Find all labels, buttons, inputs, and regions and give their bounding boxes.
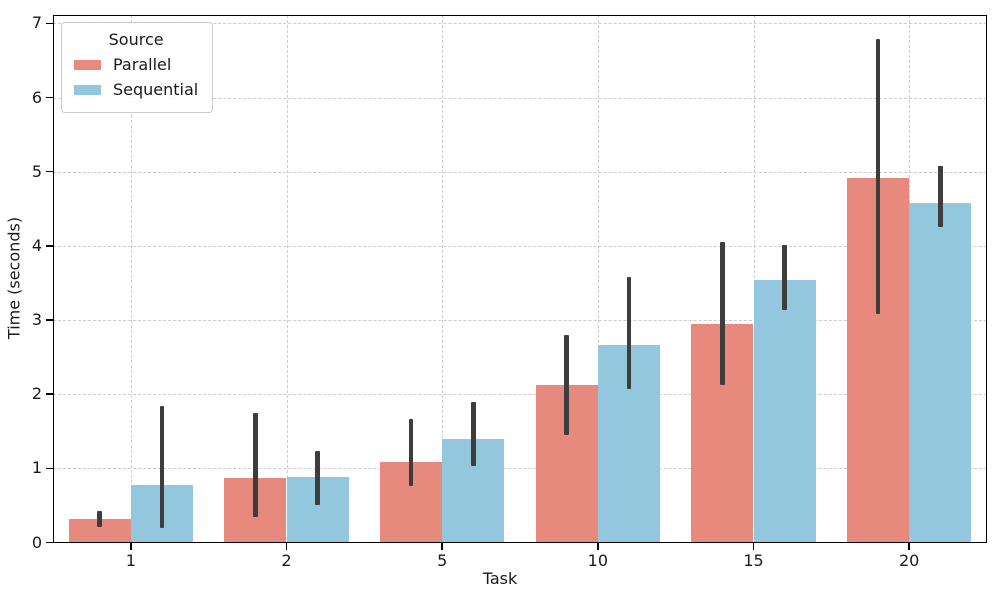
error-bar-parallel-task-15 bbox=[720, 242, 725, 385]
error-bar-parallel-task-2 bbox=[253, 412, 258, 518]
y-tick-label-1: 1 bbox=[31, 458, 42, 478]
y-tick-mark-5 bbox=[46, 171, 53, 173]
legend-entry-parallel: Parallel bbox=[74, 55, 198, 74]
sequential-swatch-icon bbox=[74, 84, 101, 95]
vgrid-line-5 bbox=[442, 14, 444, 543]
x-tick-mark-15 bbox=[752, 542, 755, 550]
y-tick-label-5: 5 bbox=[31, 161, 42, 181]
y-tick-label-2: 2 bbox=[31, 384, 42, 404]
vgrid-line-2 bbox=[286, 14, 288, 543]
error-bar-sequential-task-10 bbox=[626, 277, 632, 389]
y-tick-mark-4 bbox=[46, 245, 53, 247]
vgrid-line-1 bbox=[130, 14, 132, 543]
error-bar-parallel-task-10 bbox=[564, 334, 569, 435]
y-tick-mark-7 bbox=[46, 22, 53, 25]
parallel-swatch-icon bbox=[74, 59, 101, 70]
error-bar-sequential-task-15 bbox=[782, 245, 787, 310]
error-bar-sequential-task-5 bbox=[471, 401, 476, 467]
error-bar-sequential-task-1 bbox=[159, 406, 165, 528]
y-tick-mark-2 bbox=[46, 393, 53, 395]
hgrid-line-4 bbox=[53, 245, 987, 247]
hgrid-line-1 bbox=[53, 468, 987, 470]
x-tick-label-20: 20 bbox=[898, 550, 920, 570]
legend-title: Source bbox=[108, 30, 164, 49]
y-tick-label-0: 0 bbox=[31, 532, 42, 552]
x-tick-mark-10 bbox=[597, 542, 599, 550]
x-tick-label-5: 5 bbox=[437, 550, 448, 570]
x-tick-label-1: 1 bbox=[125, 550, 136, 570]
bar-sequential-task-15 bbox=[753, 279, 816, 543]
hgrid-line-3 bbox=[53, 320, 987, 322]
y-tick-mark-3 bbox=[46, 319, 53, 321]
y-tick-mark-0 bbox=[46, 541, 53, 544]
x-tick-mark-5 bbox=[441, 542, 443, 550]
x-tick-label-10: 10 bbox=[587, 550, 608, 570]
error-bar-sequential-task-20 bbox=[938, 165, 943, 228]
error-bar-parallel-task-5 bbox=[408, 418, 414, 487]
x-tick-label-2: 2 bbox=[281, 550, 292, 570]
hgrid-line-5 bbox=[53, 171, 987, 173]
bar-layer bbox=[53, 15, 987, 543]
error-bar-parallel-task-20 bbox=[875, 38, 881, 315]
legend-entry-sequential: Sequential bbox=[74, 80, 198, 99]
error-bar-parallel-task-1 bbox=[97, 510, 102, 527]
x-tick-mark-2 bbox=[285, 542, 288, 550]
y-tick-mark-6 bbox=[46, 96, 53, 99]
hgrid-line-6 bbox=[53, 97, 987, 99]
hgrid-line-2 bbox=[53, 394, 987, 396]
legend: Source Parallel Sequential bbox=[61, 22, 214, 113]
x-tick-label-15: 15 bbox=[743, 550, 764, 570]
bar-parallel-task-1 bbox=[68, 518, 131, 543]
vgrid-line-15 bbox=[753, 14, 755, 543]
y-tick-label-6: 6 bbox=[31, 87, 42, 107]
vgrid-line-10 bbox=[597, 14, 599, 543]
x-tick-mark-1 bbox=[130, 542, 132, 550]
hgrid-line-7 bbox=[53, 23, 987, 25]
y-tick-label-7: 7 bbox=[31, 13, 42, 33]
bar-sequential-task-20 bbox=[909, 202, 972, 543]
error-bar-sequential-task-2 bbox=[315, 451, 320, 506]
y-axis-label: Time (seconds) bbox=[4, 216, 24, 340]
x-tick-mark-20 bbox=[908, 542, 910, 550]
y-tick-mark-1 bbox=[46, 467, 53, 470]
legend-label-parallel: Parallel bbox=[113, 55, 172, 74]
legend-label-sequential: Sequential bbox=[113, 80, 199, 99]
x-axis-label: Task bbox=[482, 569, 518, 588]
